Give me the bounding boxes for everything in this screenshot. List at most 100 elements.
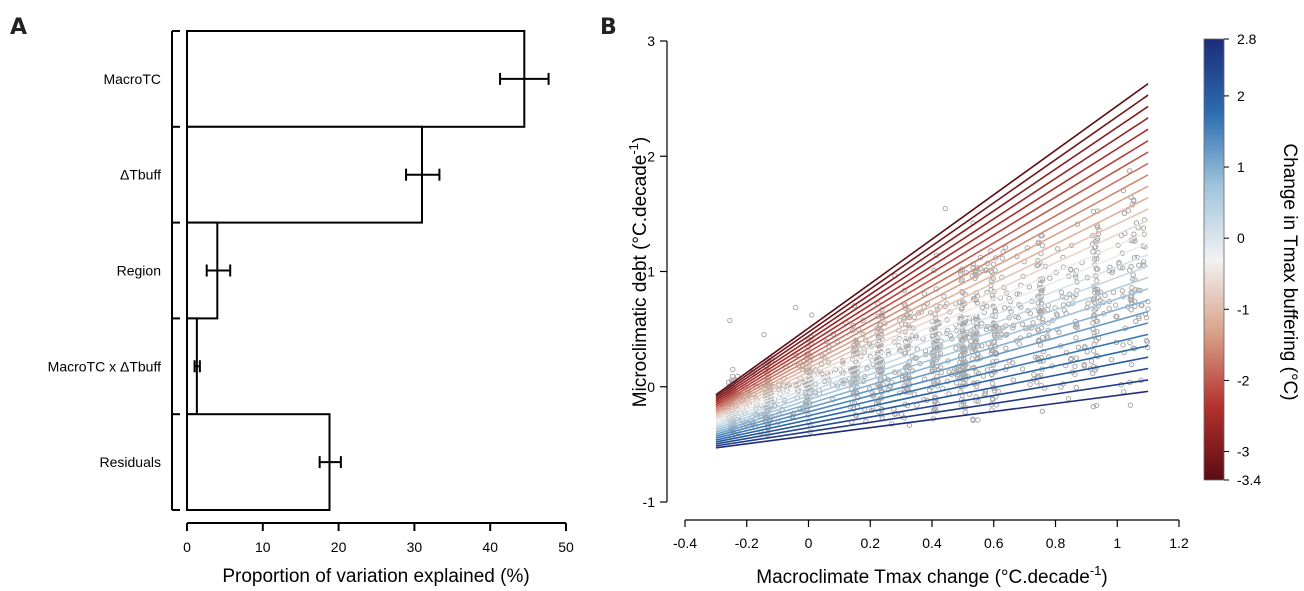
scatter-point bbox=[1114, 313, 1120, 320]
y-axis-title-b: Microclimatic debt (°C.decade-1) bbox=[626, 137, 651, 407]
scatter-point bbox=[1106, 306, 1112, 312]
colorbar-title: Change in Tmax buffering (°C) bbox=[1279, 143, 1300, 400]
scatter-point bbox=[1094, 289, 1101, 295]
x-tick-label: 1.2 bbox=[1169, 535, 1189, 551]
scatter-point bbox=[1093, 337, 1100, 344]
x-tick-label: 1 bbox=[1113, 535, 1121, 551]
scatter-point bbox=[1030, 320, 1036, 326]
panel-a-bar-chart: MacroTC ΔTbuff Region MacroTC x ΔTbuff Resid… bbox=[48, 30, 574, 587]
scatter-point bbox=[942, 303, 948, 310]
scatter-point bbox=[1055, 246, 1061, 252]
scatter-point bbox=[982, 390, 988, 396]
scatter-point bbox=[1128, 307, 1134, 313]
scatter-point bbox=[975, 398, 981, 404]
scatter-point bbox=[730, 366, 736, 373]
fit-line bbox=[715, 185, 1149, 414]
x-tick-label: 40 bbox=[482, 539, 498, 555]
fit-line bbox=[715, 299, 1149, 433]
x-tick-label: 10 bbox=[255, 539, 271, 555]
scatter-point bbox=[1056, 329, 1062, 335]
fit-line bbox=[715, 310, 1149, 435]
scatter-point bbox=[934, 344, 941, 350]
scatter-point bbox=[1120, 342, 1126, 348]
scatter-point bbox=[1001, 305, 1008, 311]
fit-line bbox=[715, 139, 1149, 406]
scatter-point bbox=[1120, 389, 1127, 395]
scatter-point bbox=[1094, 278, 1100, 284]
x-tick-label: 30 bbox=[407, 539, 423, 555]
scatter-point bbox=[1093, 402, 1100, 409]
x-tick-label: 0 bbox=[805, 535, 813, 551]
y-axis-title-text: Microclimatic debt (°C.decade bbox=[630, 155, 651, 408]
scatter-point bbox=[1133, 318, 1139, 324]
scatter-point bbox=[1084, 349, 1090, 355]
scatter-point bbox=[914, 402, 920, 408]
scatter-point bbox=[937, 350, 944, 356]
x-tick-label: 0.4 bbox=[922, 535, 942, 551]
bar-group bbox=[186, 30, 526, 512]
x-tick-label: 20 bbox=[331, 539, 347, 555]
scatter-point bbox=[959, 397, 965, 403]
scatter-point bbox=[850, 322, 856, 329]
scatter-point bbox=[1145, 306, 1151, 312]
fit-line bbox=[715, 162, 1149, 410]
scatter-point bbox=[1094, 256, 1100, 262]
scatter-point bbox=[1039, 408, 1046, 414]
scatter-point bbox=[1073, 355, 1080, 361]
scatter-point bbox=[1068, 355, 1075, 362]
scatter-point bbox=[1072, 274, 1079, 280]
scatter-point bbox=[792, 304, 799, 311]
fit-line bbox=[715, 253, 1149, 426]
scatter-point bbox=[1034, 263, 1040, 269]
scatter-point bbox=[1127, 339, 1133, 346]
scatter-point bbox=[958, 402, 964, 408]
y-axis: -1 0 1 2 3 bbox=[643, 33, 668, 510]
scatter-point bbox=[941, 293, 947, 300]
scatter-point bbox=[1091, 297, 1097, 303]
scatter-point bbox=[1034, 379, 1040, 385]
scatter-point bbox=[1130, 276, 1136, 282]
scatter-point bbox=[987, 325, 994, 332]
scatter-point bbox=[1140, 225, 1147, 231]
scatter-point bbox=[1027, 381, 1033, 388]
scatter-point bbox=[1092, 238, 1098, 245]
scatter-point bbox=[1090, 404, 1097, 410]
scatter-point bbox=[1109, 269, 1115, 276]
y-axis-title-suffix: ) bbox=[630, 137, 651, 143]
scatter-point bbox=[1054, 312, 1060, 318]
scatter-point bbox=[902, 329, 908, 335]
scatter-point bbox=[1094, 329, 1100, 335]
x-axis-title-superscript: -1 bbox=[1090, 563, 1102, 578]
colorbar-ticks: 2.8 2 1 0 -1 -2 -3 -3.4 bbox=[1224, 31, 1261, 488]
scatter-point bbox=[1088, 358, 1095, 364]
scatter-point bbox=[875, 313, 881, 319]
scatter-point bbox=[1121, 210, 1128, 217]
scatter-point bbox=[1136, 315, 1142, 322]
scatter-point bbox=[931, 325, 937, 332]
scatter-point bbox=[1136, 262, 1142, 268]
fit-line bbox=[715, 128, 1149, 404]
fit-line bbox=[715, 82, 1149, 396]
bar bbox=[186, 125, 423, 224]
x-tick-label: -0.2 bbox=[735, 535, 759, 551]
scatter-point bbox=[1065, 396, 1072, 402]
scatter-point bbox=[1139, 302, 1145, 309]
scatter-point bbox=[926, 387, 933, 393]
scatter-point bbox=[1128, 361, 1135, 368]
scatter-point bbox=[1128, 297, 1135, 304]
scatter-point bbox=[1039, 325, 1045, 331]
category-label: ΔTbuff bbox=[120, 167, 161, 183]
scatter-point bbox=[1047, 275, 1053, 281]
fit-line bbox=[715, 117, 1149, 402]
scatter-point bbox=[1143, 314, 1150, 321]
scatter-point bbox=[1039, 243, 1046, 249]
scatter-point bbox=[975, 417, 981, 423]
scatter-point bbox=[979, 320, 985, 327]
scatter-point bbox=[974, 265, 981, 271]
x-tick-label: 0.2 bbox=[861, 535, 881, 551]
y-tick-label: 1 bbox=[647, 264, 655, 280]
scatter-point bbox=[1058, 289, 1065, 295]
fit-line bbox=[715, 231, 1149, 422]
scatter-point bbox=[729, 373, 736, 379]
